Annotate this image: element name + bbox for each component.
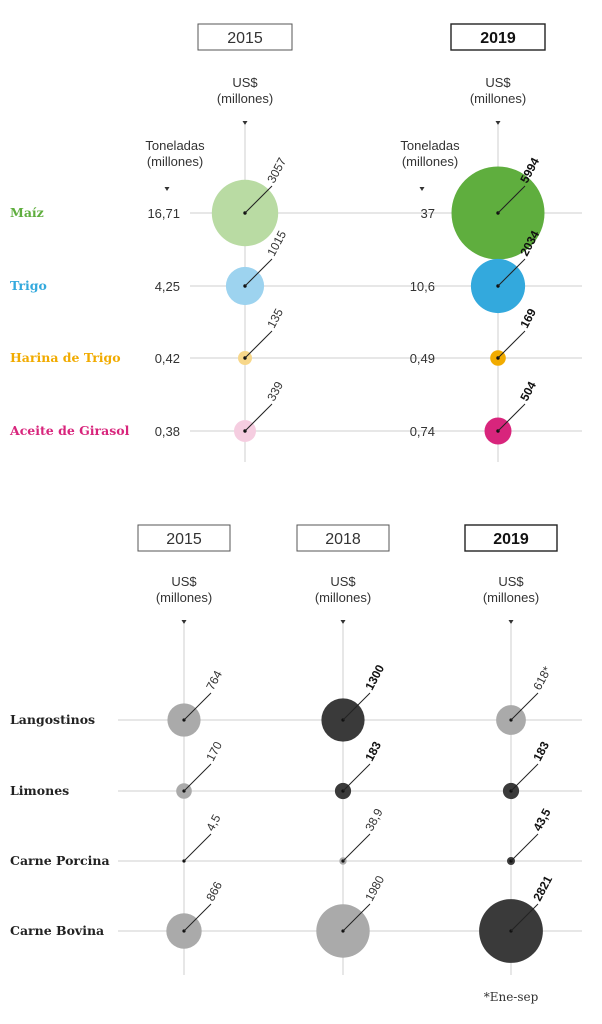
value-leader-line bbox=[342, 763, 371, 792]
tons-value: 37 bbox=[421, 206, 435, 221]
value-leader-line bbox=[510, 833, 539, 862]
category-label: Limones bbox=[10, 783, 69, 798]
tons-value: 0,38 bbox=[155, 424, 180, 439]
category-label: Aceite de Girasol bbox=[9, 423, 130, 438]
tons-value: 16,71 bbox=[147, 206, 180, 221]
year-box-2015 bbox=[197, 23, 293, 51]
tons-arrow-icon bbox=[419, 187, 425, 191]
year-label-2019: 2019 bbox=[480, 30, 516, 47]
year-box-2018 bbox=[296, 524, 390, 552]
value-header-unit: US$ bbox=[485, 75, 511, 90]
category-label: Carne Bovina bbox=[10, 923, 104, 938]
value-label: 183 bbox=[530, 739, 552, 764]
value-leader-line bbox=[497, 258, 526, 287]
tons-header-scale: (millones) bbox=[402, 154, 458, 169]
value-header-scale: (millones) bbox=[156, 590, 212, 605]
axis-arrow-icon bbox=[242, 121, 248, 125]
value-label: 2821 bbox=[530, 873, 555, 903]
year-label-2019: 2019 bbox=[493, 531, 529, 548]
axis-arrow-icon bbox=[495, 121, 501, 125]
tons-value: 4,25 bbox=[155, 279, 180, 294]
value-label: 1980 bbox=[362, 873, 387, 903]
category-label: Maíz bbox=[10, 205, 44, 220]
value-label: 170 bbox=[203, 739, 225, 764]
value-label: 5994 bbox=[517, 155, 542, 185]
value-header-unit: US$ bbox=[171, 574, 197, 589]
value-leader-line bbox=[342, 833, 371, 862]
axis-arrow-icon bbox=[340, 620, 346, 624]
year-label-2015: 2015 bbox=[166, 531, 202, 548]
axis-arrow-icon bbox=[181, 620, 187, 624]
tons-value: 0,74 bbox=[410, 424, 435, 439]
value-label: 38,9 bbox=[362, 806, 385, 833]
value-header-unit: US$ bbox=[232, 75, 258, 90]
value-leader-line bbox=[244, 258, 273, 287]
value-header-scale: (millones) bbox=[217, 91, 273, 106]
value-label: 43,5 bbox=[530, 806, 553, 833]
tons-value: 0,42 bbox=[155, 351, 180, 366]
tons-header-scale: (millones) bbox=[147, 154, 203, 169]
value-label: 618* bbox=[530, 664, 554, 693]
tons-value: 0,49 bbox=[410, 351, 435, 366]
value-leader-line bbox=[497, 403, 526, 432]
value-leader-line bbox=[342, 692, 371, 721]
tons-header-unit: Toneladas bbox=[145, 138, 205, 153]
value-leader-line bbox=[244, 403, 273, 432]
year-box-2019 bbox=[464, 524, 558, 552]
value-header-scale: (millones) bbox=[470, 91, 526, 106]
value-label: 169 bbox=[517, 306, 539, 331]
tons-value: 10,6 bbox=[410, 279, 435, 294]
value-label: 339 bbox=[264, 379, 286, 404]
value-leader-line bbox=[342, 903, 371, 932]
value-label: 4,5 bbox=[203, 812, 223, 834]
value-leader-line bbox=[497, 185, 526, 214]
tons-header-unit: Toneladas bbox=[400, 138, 460, 153]
year-box-2015 bbox=[137, 524, 231, 552]
value-header-scale: (millones) bbox=[315, 590, 371, 605]
value-leader-line bbox=[510, 692, 539, 721]
value-label: 135 bbox=[264, 306, 286, 331]
value-leader-line bbox=[510, 763, 539, 792]
value-label: 1300 bbox=[362, 662, 387, 692]
value-leader-line bbox=[183, 763, 212, 792]
value-leader-line bbox=[183, 833, 212, 862]
footnote: *Ene-sep bbox=[484, 990, 539, 1004]
year-box-2019 bbox=[450, 23, 546, 51]
value-label: 504 bbox=[517, 379, 539, 404]
year-label-2018: 2018 bbox=[325, 531, 361, 548]
value-header-unit: US$ bbox=[330, 574, 356, 589]
value-leader-line bbox=[183, 903, 212, 932]
category-label: Harina de Trigo bbox=[10, 350, 121, 365]
value-leader-line bbox=[244, 185, 273, 214]
value-leader-line bbox=[497, 330, 526, 359]
category-label: Trigo bbox=[10, 278, 47, 293]
year-label-2015: 2015 bbox=[227, 30, 263, 47]
axis-arrow-icon bbox=[508, 620, 514, 624]
value-leader-line bbox=[183, 692, 212, 721]
value-label: 866 bbox=[203, 879, 225, 904]
value-label: 764 bbox=[203, 668, 225, 693]
value-label: 3057 bbox=[264, 155, 289, 185]
value-header-unit: US$ bbox=[498, 574, 524, 589]
category-label: Langostinos bbox=[10, 712, 95, 727]
tons-arrow-icon bbox=[164, 187, 170, 191]
value-label: 183 bbox=[362, 739, 384, 764]
value-leader-line bbox=[244, 330, 273, 359]
value-leader-line bbox=[510, 903, 539, 932]
value-header-scale: (millones) bbox=[483, 590, 539, 605]
category-label: Carne Porcina bbox=[10, 853, 110, 868]
